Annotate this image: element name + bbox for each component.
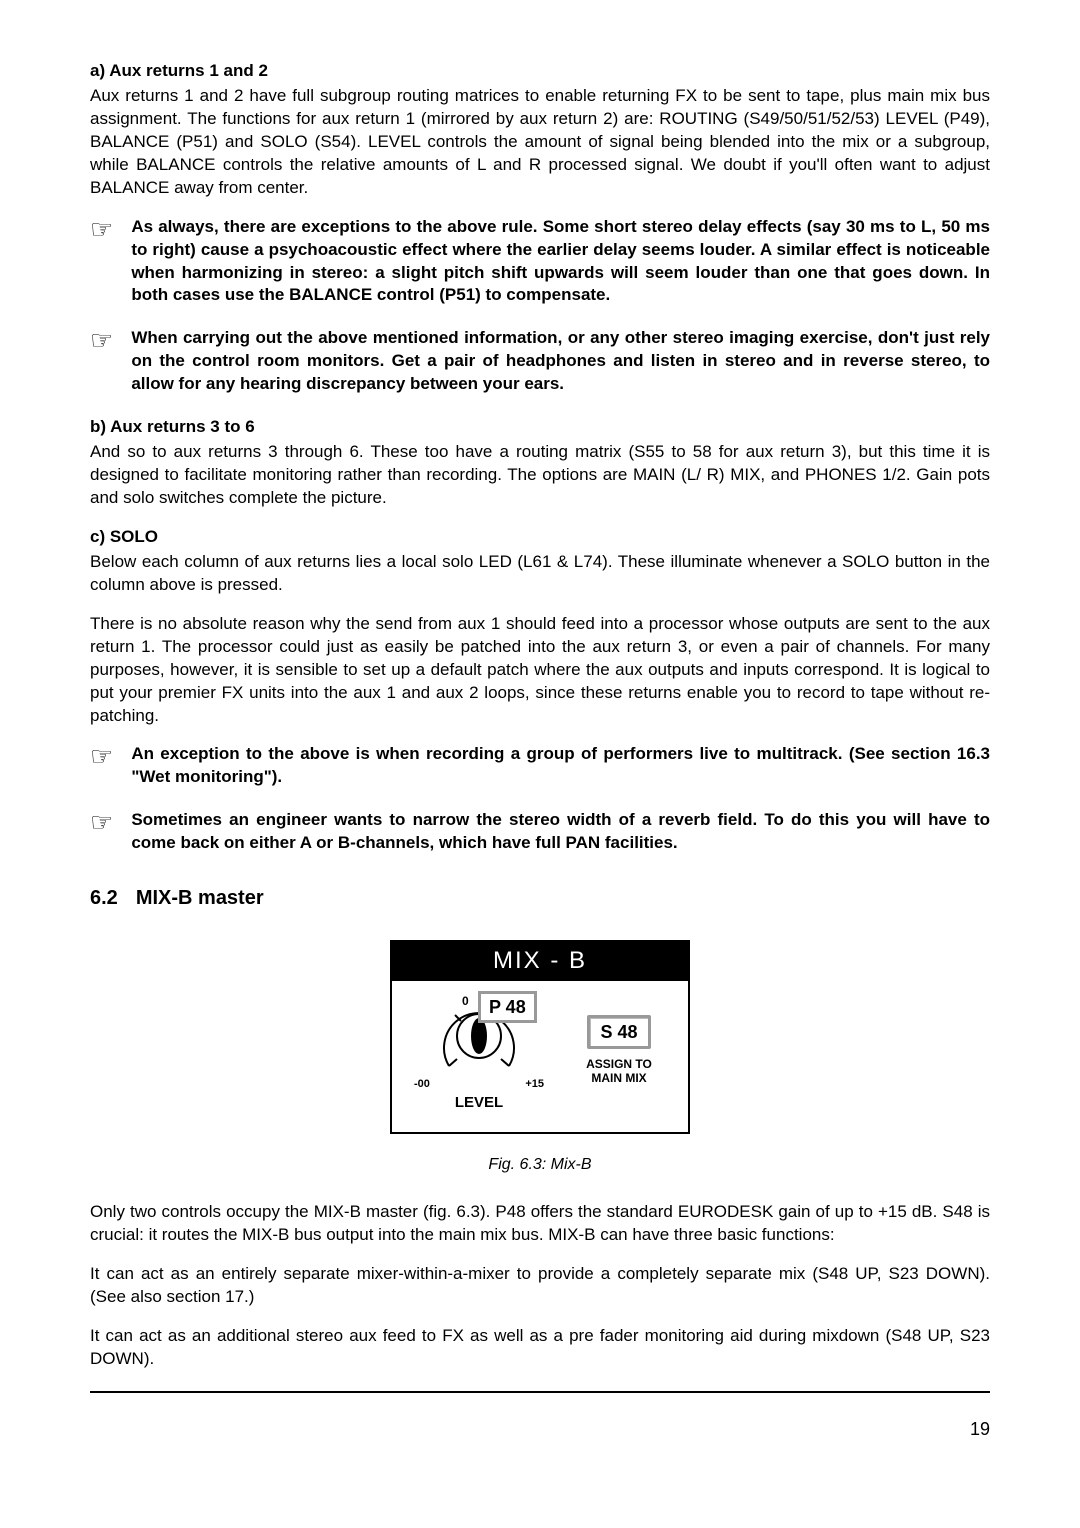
para-aux-returns-3-6: And so to aux returns 3 through 6. These… xyxy=(90,441,990,510)
note-4: ☞ Sometimes an engineer wants to narrow … xyxy=(90,809,990,855)
pointing-hand-icon: ☞ xyxy=(90,809,113,855)
assign-line1: ASSIGN TO xyxy=(564,1057,674,1071)
pointing-hand-icon: ☞ xyxy=(90,327,113,396)
section-title: MIX-B master xyxy=(136,885,264,912)
mixb-diagram: MIX - B 0 P 48 -00 +15 xyxy=(390,940,690,1133)
page-number: 19 xyxy=(90,1417,990,1441)
note-1-text: As always, there are exceptions to the a… xyxy=(131,216,990,308)
assign-line2: MAIN MIX xyxy=(564,1071,674,1085)
heading-aux-returns-3-6: b) Aux returns 3 to 6 xyxy=(90,416,990,439)
minus-label: -00 xyxy=(414,1077,430,1092)
para-solo-1: Below each column of aux returns lies a … xyxy=(90,551,990,597)
level-label: LEVEL xyxy=(406,1093,552,1113)
section-number: 6.2 xyxy=(90,885,118,912)
figure-6-3: MIX - B 0 P 48 -00 +15 xyxy=(90,940,990,1175)
note-2: ☞ When carrying out the above mentioned … xyxy=(90,327,990,396)
note-1: ☞ As always, there are exceptions to the… xyxy=(90,216,990,308)
para-mixb-2: It can act as an entirely separate mixer… xyxy=(90,1263,990,1309)
para-mixb-1: Only two controls occupy the MIX-B maste… xyxy=(90,1201,990,1247)
p48-chip: P 48 xyxy=(478,991,537,1023)
section-6-2-heading: 6.2 MIX-B master xyxy=(90,885,990,912)
pointing-hand-icon: ☞ xyxy=(90,743,113,789)
pointing-hand-icon: ☞ xyxy=(90,216,113,308)
note-4-text: Sometimes an engineer wants to narrow th… xyxy=(131,809,990,855)
para-solo-2: There is no absolute reason why the send… xyxy=(90,613,990,728)
para-aux-returns-1-2: Aux returns 1 and 2 have full subgroup r… xyxy=(90,85,990,200)
heading-aux-returns-1-2: a) Aux returns 1 and 2 xyxy=(90,60,990,83)
page-rule xyxy=(90,1391,990,1393)
para-mixb-3: It can act as an additional stereo aux f… xyxy=(90,1325,990,1371)
zero-label: 0 xyxy=(462,993,469,1009)
mixb-title: MIX - B xyxy=(392,942,688,980)
figure-caption: Fig. 6.3: Mix-B xyxy=(90,1154,990,1176)
plus-label: +15 xyxy=(525,1077,544,1092)
s48-chip: S 48 xyxy=(587,1015,650,1049)
note-3: ☞ An exception to the above is when reco… xyxy=(90,743,990,789)
note-2-text: When carrying out the above mentioned in… xyxy=(131,327,990,396)
note-3-text: An exception to the above is when record… xyxy=(131,743,990,789)
heading-solo: c) SOLO xyxy=(90,526,990,549)
